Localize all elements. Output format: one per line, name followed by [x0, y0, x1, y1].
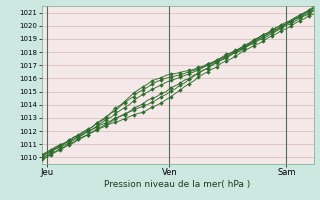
X-axis label: Pression niveau de la mer( hPa ): Pression niveau de la mer( hPa ) — [104, 180, 251, 189]
